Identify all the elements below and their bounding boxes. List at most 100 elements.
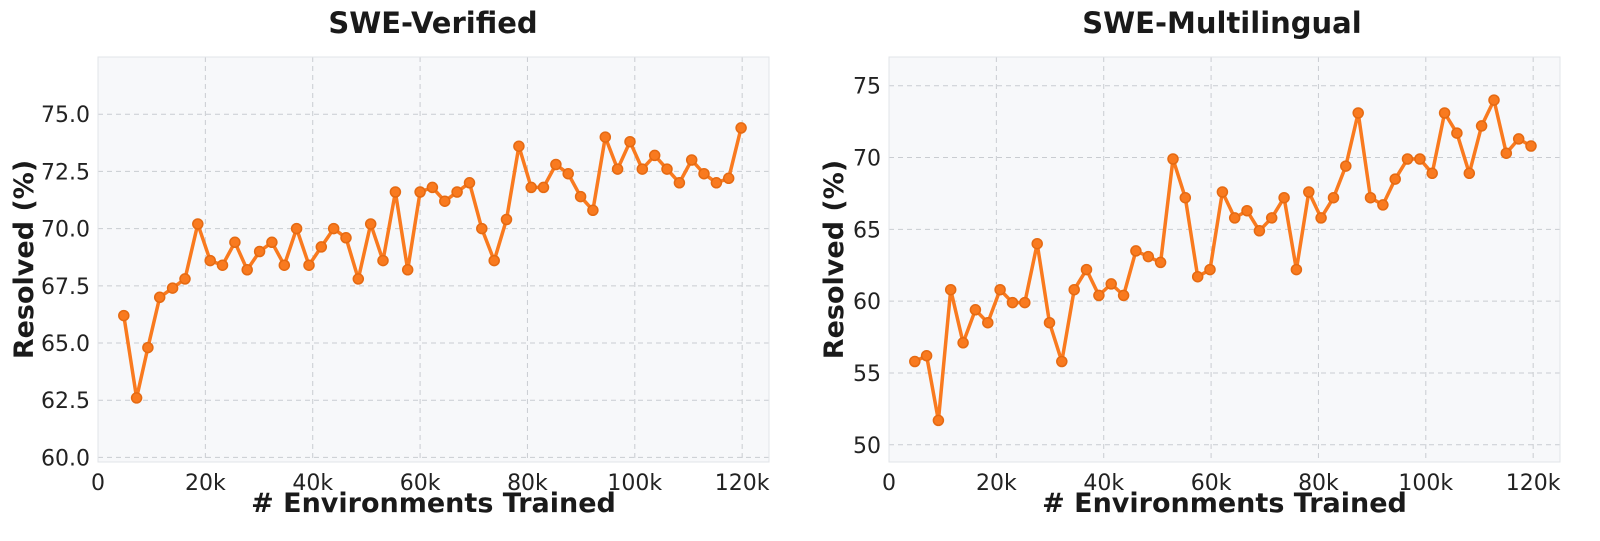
data-point [1463, 167, 1476, 180]
data-point [994, 283, 1006, 296]
data-point [1278, 191, 1290, 204]
data-point [1389, 173, 1401, 185]
y-tick-label: 50 [853, 434, 881, 459]
x-tick-label: 40k [1083, 471, 1124, 496]
data-point [352, 273, 365, 285]
data-point [426, 181, 439, 194]
y-tick-label: 67.5 [41, 275, 90, 300]
data-point [513, 140, 525, 152]
x-tick-label: 120k [715, 471, 770, 496]
data-point [476, 222, 488, 235]
data-point [1093, 289, 1105, 302]
data-point [179, 273, 191, 285]
data-point [463, 177, 476, 189]
y-tick-label: 60.0 [41, 446, 90, 471]
data-point [1414, 153, 1426, 165]
data-point [735, 122, 747, 134]
data-point [1525, 140, 1537, 152]
data-point [1340, 160, 1352, 172]
data-point [1130, 245, 1142, 257]
data-point [1488, 94, 1500, 106]
data-point [1154, 256, 1167, 269]
data-point [624, 135, 636, 148]
data-point [537, 181, 550, 194]
data-point [661, 163, 673, 175]
data-point [500, 213, 513, 226]
chart-title: SWE-Multilingual [1082, 6, 1361, 40]
data-point [278, 259, 291, 271]
plot-area [889, 57, 1560, 462]
data-point [266, 236, 278, 249]
data-point [698, 167, 710, 180]
data-point [192, 218, 204, 230]
data-point [439, 195, 451, 207]
y-tick-label: 70.0 [41, 218, 90, 243]
data-point [648, 149, 661, 162]
y-tick-label: 72.5 [41, 160, 90, 185]
data-point [1241, 204, 1253, 217]
data-point [1438, 107, 1451, 119]
data-point [377, 254, 389, 267]
data-point [451, 186, 463, 198]
data-point [1265, 212, 1278, 224]
y-tick-label: 70 [853, 147, 881, 172]
chart-panel-0: 0 20k 40k 60k 80k 100k 120k 60.0 62.5 65.0 67.5 70.… [9, 6, 770, 519]
x-tick-label: 100k [607, 471, 662, 496]
data-point [1512, 133, 1525, 145]
data-point [685, 154, 698, 166]
x-axis-title: # Environments Trained [251, 488, 616, 519]
data-point [673, 177, 686, 189]
data-point [389, 186, 402, 198]
data-point [1080, 263, 1093, 276]
data-point [1426, 167, 1438, 180]
data-point [550, 158, 562, 171]
data-point [710, 177, 723, 189]
x-tick-label: 40k [292, 471, 333, 496]
x-tick-label: 80k [1298, 471, 1339, 496]
data-point [118, 309, 130, 322]
data-point [587, 204, 599, 217]
y-tick-label: 55 [853, 362, 881, 387]
data-point [488, 254, 500, 267]
data-point [1401, 153, 1414, 165]
data-point [1352, 107, 1364, 119]
data-point [1290, 263, 1303, 276]
data-point [1056, 355, 1068, 368]
data-point [142, 341, 154, 354]
data-point [315, 241, 328, 253]
data-point [204, 254, 216, 267]
plot-frame [888, 56, 1561, 463]
data-point [1364, 191, 1377, 204]
data-point [599, 131, 612, 143]
data-point [290, 222, 303, 235]
data-point [1031, 237, 1043, 250]
x-tick-label: 20k [976, 471, 1017, 496]
data-point [1019, 296, 1031, 309]
data-point [1451, 127, 1463, 139]
data-point [303, 259, 315, 271]
data-point [1006, 296, 1019, 309]
data-point [909, 355, 921, 368]
chart-panel-1: 0 20k 40k 60k 80k 100k 120k 50 55 60 65 70 75 SWE-Mul… [819, 6, 1561, 519]
x-tick-label: 0 [91, 471, 105, 496]
data-point [241, 264, 253, 276]
x-tick-label: 100k [1398, 471, 1453, 496]
data-point [562, 167, 574, 180]
data-point [1043, 316, 1056, 329]
data-point [364, 218, 377, 230]
y-tick-label: 65.0 [41, 332, 90, 357]
data-point [327, 222, 340, 235]
data-point [253, 245, 266, 258]
data-point [1253, 225, 1266, 237]
data-point [1191, 270, 1204, 283]
data-point [153, 291, 166, 304]
data-point [1105, 278, 1117, 290]
data-point [1327, 191, 1340, 204]
plot-area [98, 57, 769, 462]
data-point [969, 304, 982, 316]
data-point [229, 236, 241, 249]
x-tick-label: 0 [882, 471, 896, 496]
y-axis-title: Resolved (%) [819, 160, 850, 359]
data-point [1167, 153, 1179, 165]
